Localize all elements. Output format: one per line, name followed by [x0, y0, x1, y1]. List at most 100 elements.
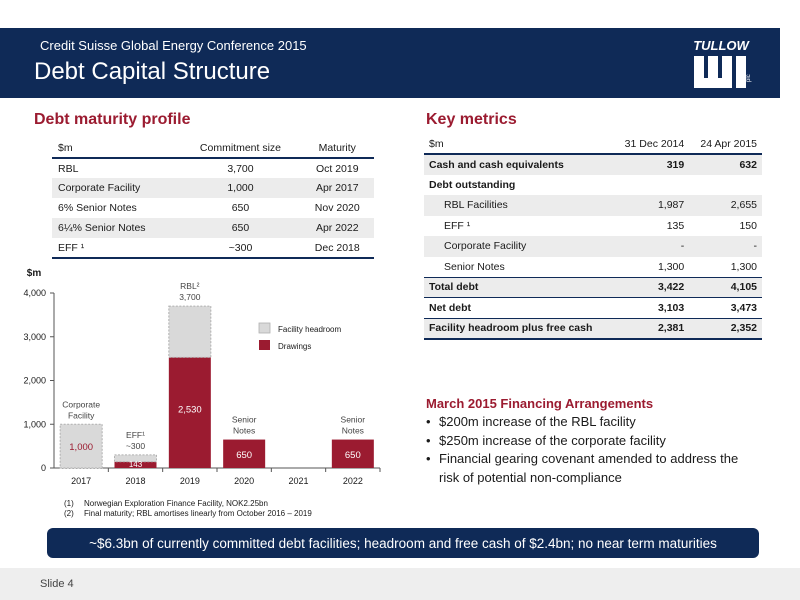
metric-value: 2,655	[689, 195, 762, 216]
metric-value: 2,381	[613, 317, 690, 340]
commitment-size: 1,000	[180, 178, 301, 198]
metric-value: 135	[666, 219, 685, 232]
y-tick-label: 4,000	[23, 288, 46, 298]
financing-arrangements: March 2015 Financing Arrangements • $200…	[426, 396, 756, 487]
metrics-title: Key metrics	[426, 111, 517, 128]
maturity-date: Dec 2018	[300, 238, 374, 259]
table-row: Corporate Facility - -	[424, 236, 762, 257]
maturity-header-row: $m Commitment size Maturity	[52, 138, 374, 159]
commitment-size: 650	[231, 202, 250, 214]
slide-number: Slide 4	[40, 578, 74, 590]
y-tick-label: 2,000	[23, 376, 46, 386]
list-item-text: Financial gearing covenant amended to ad…	[439, 451, 739, 485]
metric-value: 632	[689, 154, 762, 175]
footnote-number: (1)	[64, 499, 74, 508]
footnote-number: (2)	[64, 509, 74, 518]
footnote-text: Final maturity; RBL amortises linearly f…	[84, 509, 312, 518]
col-header: Maturity	[300, 138, 374, 159]
facility-name: 6% Senior Notes	[58, 202, 137, 214]
facility-name: RBL	[58, 162, 79, 175]
list-item-text: $250m increase of the corporate facility	[439, 432, 666, 448]
footnote-text: Norwegian Exploration Finance Facility, …	[84, 499, 268, 508]
arrangements-list: • $200m increase of the RBL facility • $…	[426, 413, 756, 487]
headroom-bar	[168, 305, 212, 358]
legend-label-headroom: Facility headroom	[278, 325, 341, 334]
bar-annotation: RBL²	[180, 281, 200, 291]
headroom-bar	[114, 454, 157, 463]
metric-label: Debt outstanding	[429, 178, 516, 191]
bullet-icon: •	[426, 432, 431, 448]
table-row: Total debt 3,422 4,105	[424, 276, 762, 298]
drawings-value-label: 650	[236, 450, 252, 461]
legend-swatch-drawings	[259, 340, 270, 350]
col-header: 24 Apr 2015	[700, 137, 757, 150]
col-header: Commitment size	[180, 138, 301, 159]
drawings-bar	[114, 461, 157, 468]
bar-annotation: Corporate	[62, 399, 100, 409]
footer-bar	[0, 568, 800, 600]
table-row: Net debt 3,103 3,473	[424, 297, 762, 318]
arrangements-title: March 2015 Financing Arrangements	[426, 396, 654, 411]
metric-value: 1,987	[613, 195, 690, 216]
footnotes: (1) Norwegian Exploration Finance Facili…	[64, 499, 312, 519]
table-row: Corporate Facility 1,000 Apr 2017	[52, 178, 374, 198]
bullet-icon: •	[426, 451, 431, 466]
col-header: $m	[429, 137, 444, 150]
y-tick-label: 3,000	[23, 332, 46, 342]
metrics-header-row: $m 31 Dec 2014 24 Apr 2015	[424, 134, 762, 154]
x-tick-label: 2021	[288, 476, 308, 486]
summary-banner: ~$6.3bn of currently committed debt faci…	[47, 528, 759, 558]
col-header: $m	[52, 138, 181, 159]
list-item: • $200m increase of the RBL facility	[426, 413, 756, 432]
drawings-bar	[223, 439, 266, 468]
drawings-value-label: 2,530	[178, 404, 202, 415]
commitment-size: ~300	[180, 238, 301, 259]
x-tick-label: 2022	[343, 476, 363, 486]
metric-value: 2,352	[689, 317, 762, 340]
table-row: 6¼% Senior Notes 650 Apr 2022	[52, 218, 374, 238]
debt-maturity-chart: $m 0 1,000 2,000 3,000 4,000 1,000 2017 143 2018 2…	[23, 268, 381, 486]
headroom-bar	[59, 423, 103, 469]
metric-value: 4,105	[689, 276, 762, 298]
table-row: RBL 3,700 Oct 2019	[52, 158, 374, 178]
footnote: (2) Final maturity; RBL amortises linear…	[64, 509, 312, 519]
metric-label: Senior Notes	[444, 260, 505, 273]
metric-value: 3,473	[689, 297, 762, 318]
conference-name: Credit Suisse Global Energy Conference 2…	[40, 38, 307, 53]
table-row: EFF ¹ ~300 Dec 2018	[52, 238, 374, 259]
commitment-size: 3,700	[227, 162, 254, 175]
x-tick-label: 2019	[180, 476, 200, 486]
metric-value: 1,300	[730, 260, 757, 273]
logo-suffix: plc	[746, 74, 752, 82]
commitment-size: 650	[180, 218, 301, 238]
maturity-table: $m Commitment size Maturity RBL 3,700 Oc…	[52, 138, 374, 259]
metric-value: 3,103	[613, 297, 690, 318]
table-row: 6% Senior Notes 650 Nov 2020	[52, 198, 374, 218]
metric-label: Cash and cash equivalents	[424, 154, 614, 175]
slide-title: Debt Capital Structure	[34, 58, 271, 85]
maturity-title: Debt maturity profile	[34, 111, 191, 128]
facility-name: Corporate Facility	[52, 178, 181, 198]
legend-label-drawings: Drawings	[278, 342, 311, 351]
maturity-date: Apr 2017	[300, 178, 374, 198]
drawings-value-label: 650	[345, 450, 361, 461]
x-tick-label: 2018	[125, 476, 145, 486]
metric-value: -	[689, 236, 762, 257]
headroom-value-label: 1,000	[69, 442, 93, 453]
metric-value: 319	[613, 154, 690, 175]
metric-label: EFF ¹	[444, 219, 471, 232]
bullet-icon: •	[426, 414, 431, 429]
table-row: Debt outstanding	[424, 175, 762, 196]
metric-value: 150	[739, 219, 757, 232]
y-axis-label: $m	[27, 268, 42, 279]
tullow-logo: TULLOW plc	[693, 38, 752, 88]
x-tick-label: 2020	[234, 476, 254, 486]
facility-name: EFF ¹	[52, 238, 181, 259]
bar-annotation: ~300	[126, 441, 145, 451]
metric-value: 3,422	[613, 276, 690, 298]
metric-label: Net debt	[424, 297, 614, 318]
table-row: Cash and cash equivalents 319 632	[424, 154, 762, 175]
bar-annotation: Senior	[232, 415, 257, 425]
table-row: Facility headroom plus free cash 2,381 2…	[424, 317, 762, 340]
drawings-value-label: 143	[129, 460, 143, 469]
